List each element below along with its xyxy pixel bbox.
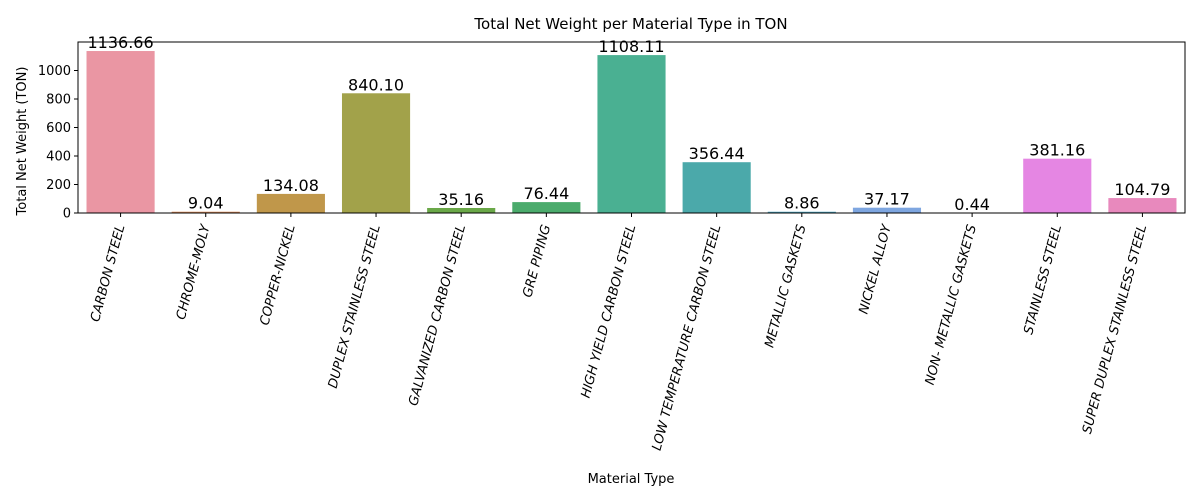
x-tick-label-2: COPPER-NICKEL [257, 223, 298, 327]
data-label-3: 840.10 [348, 75, 404, 94]
bar-2 [256, 193, 325, 213]
data-label-5: 76.44 [523, 184, 569, 203]
data-label-1: 9.04 [188, 194, 224, 213]
y-tick-label-3: 600 [46, 121, 71, 136]
bar-1 [171, 211, 240, 213]
bar-9 [852, 207, 922, 213]
bar-3 [341, 93, 411, 213]
y-axis-label: Total Net Weight (TON) [15, 67, 30, 217]
x-axis-label: Material Type [588, 472, 675, 487]
x-tick-label-0: CARBON STEEL [88, 223, 128, 323]
x-axis: CARBON STEEL CHROME-MOLY COPPER-NICKEL DUPL… [88, 213, 1150, 452]
x-tick-label-1: CHROME-MOLY [174, 222, 214, 321]
bar-5 [512, 202, 581, 213]
data-label-10: 0.44 [954, 195, 990, 214]
x-tick-label-4: GALVANIZED CARBON STEEL [406, 223, 469, 407]
y-tick-label-0: 0 [63, 207, 71, 222]
data-label-7: 356.44 [689, 144, 745, 163]
y-tick-label-5: 1000 [38, 64, 71, 79]
x-tick-label-3: DUPLEX STAINLESS STEEL [326, 223, 384, 390]
y-tick-label-2: 400 [46, 150, 71, 165]
x-tick-label-10: NON- METALLIC GASKETS [923, 223, 980, 387]
bar-4 [427, 207, 496, 213]
x-tick-label-6: HIGH YIELD CARBON STEEL [579, 223, 640, 400]
x-tick-label-12: SUPER DUPLEX STAINLESS STEEL [1080, 223, 1150, 435]
data-label-2: 134.08 [263, 176, 319, 195]
bar-11 [1023, 158, 1092, 213]
x-tick-label-7: LOW TEMPERATURE CARBON STEEL [650, 223, 725, 452]
data-label-0: 1136.66 [87, 33, 153, 52]
bar-0 [86, 51, 155, 213]
y-tick-label-1: 200 [46, 178, 71, 193]
data-label-12: 104.79 [1114, 180, 1170, 199]
bar-6 [597, 55, 666, 213]
data-label-6: 1108.11 [598, 37, 664, 56]
chart-title: Total Net Weight per Material Type in TO… [473, 15, 787, 33]
bar-12 [1108, 198, 1177, 213]
bar-8 [767, 211, 836, 213]
data-label-11: 381.16 [1029, 141, 1085, 160]
bars-group [86, 51, 1177, 213]
y-tick-label-4: 800 [46, 93, 71, 108]
plot-frame [77, 41, 1186, 214]
y-axis: 0 200 400 600 800 1000 [38, 64, 78, 222]
x-tick-label-11: STAINLESS STEEL [1021, 223, 1065, 336]
x-tick-label-5: GRE PIPING [520, 223, 554, 299]
bar-7 [682, 162, 751, 213]
x-tick-label-9: NICKEL ALLOY [857, 222, 896, 316]
x-tick-label-8: METALLIC GASKETS [762, 223, 809, 349]
data-label-8: 8.86 [784, 194, 820, 213]
data-label-4: 35.16 [438, 190, 484, 209]
data-label-9: 37.17 [864, 190, 910, 209]
